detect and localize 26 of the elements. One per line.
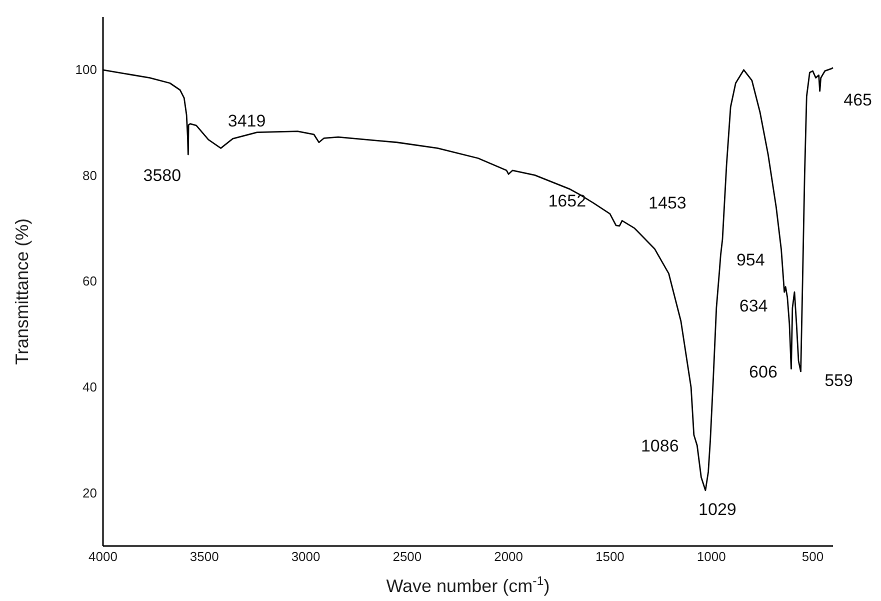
annotation: 3580 bbox=[143, 166, 182, 186]
x-tick-label: 4000 bbox=[88, 549, 118, 564]
x-tick-label: 2000 bbox=[494, 549, 524, 564]
annotation: 1086 bbox=[640, 436, 679, 456]
annotation: 559 bbox=[824, 370, 853, 390]
annotation: 1652 bbox=[548, 192, 586, 211]
x-tick-label: 3000 bbox=[291, 549, 320, 564]
y-tick-label: 40 bbox=[82, 379, 97, 394]
y-tick-label: 60 bbox=[82, 274, 97, 289]
x-tick-label: 1000 bbox=[696, 549, 726, 564]
annotation: 954 bbox=[736, 250, 765, 270]
annotation: 634 bbox=[739, 296, 768, 316]
x-tick-label: 500 bbox=[802, 549, 824, 564]
annotation: 1453 bbox=[648, 193, 686, 212]
x-tick-label: 1500 bbox=[595, 549, 624, 564]
x-axis-title: Wave number (cm$^{-1}$) bbox=[386, 574, 550, 596]
y-axis-title: Transmittance (%) bbox=[12, 218, 32, 365]
y-tick-label: 20 bbox=[82, 485, 97, 500]
x-tick-label: 3500 bbox=[190, 549, 219, 564]
y-tick-label: 80 bbox=[82, 168, 97, 183]
x-tick-label: 2500 bbox=[392, 549, 422, 564]
annotation: 465 bbox=[844, 90, 872, 110]
annotation: 1029 bbox=[698, 500, 736, 519]
y-tick-label: 100 bbox=[75, 62, 97, 78]
annotation: 3419 bbox=[228, 112, 266, 131]
annotation: 606 bbox=[749, 362, 778, 382]
